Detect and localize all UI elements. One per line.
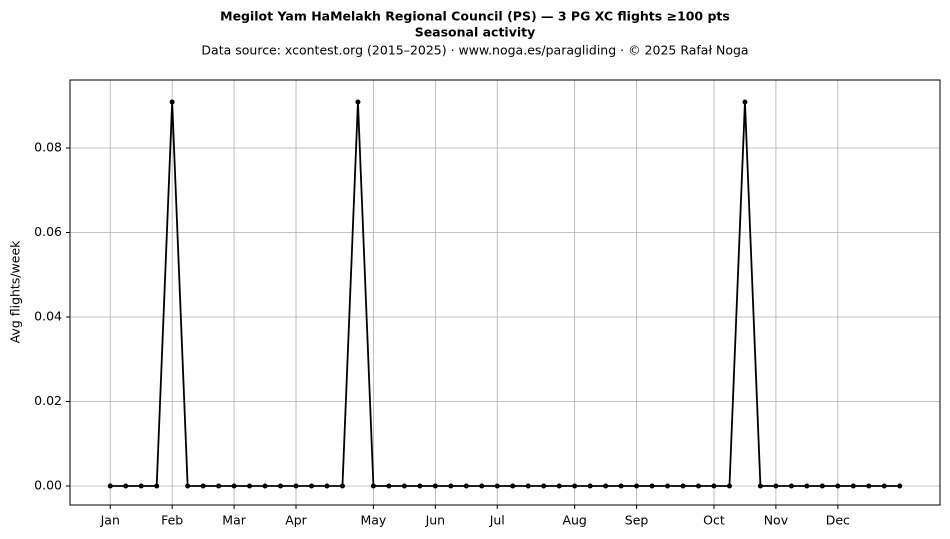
x-tick-label: Sep xyxy=(625,513,649,528)
data-point xyxy=(216,483,222,489)
data-point xyxy=(726,483,732,489)
y-tick-label: 0.08 xyxy=(34,140,62,155)
data-point xyxy=(525,483,531,489)
data-point xyxy=(572,483,578,489)
data-point xyxy=(541,483,547,489)
data-point xyxy=(401,483,407,489)
plot-frame xyxy=(69,79,941,506)
data-point xyxy=(510,483,516,489)
data-point xyxy=(479,483,485,489)
data-point xyxy=(308,483,314,489)
data-point xyxy=(665,483,671,489)
data-point xyxy=(618,483,624,489)
data-point xyxy=(649,483,655,489)
chart-subtitle: Seasonal activity xyxy=(415,25,536,40)
data-point xyxy=(804,483,810,489)
data-point xyxy=(680,483,686,489)
data-point xyxy=(185,483,191,489)
source-note: Data source: xcontest.org (2015–2025) · … xyxy=(201,43,748,58)
data-point xyxy=(169,99,175,105)
data-point xyxy=(819,483,825,489)
data-point xyxy=(696,483,702,489)
data-point xyxy=(231,483,237,489)
data-point xyxy=(432,483,438,489)
data-point xyxy=(370,483,376,489)
data-point xyxy=(293,483,299,489)
data-point xyxy=(634,483,640,489)
x-tick-label: Aug xyxy=(562,513,586,528)
data-point xyxy=(154,483,160,489)
data-point xyxy=(339,483,345,489)
data-point xyxy=(278,483,284,489)
x-tick-label: Nov xyxy=(764,513,789,528)
data-point xyxy=(711,483,717,489)
data-point xyxy=(587,483,593,489)
data-point xyxy=(773,483,779,489)
x-tick-label: Feb xyxy=(161,513,183,528)
data-point xyxy=(463,483,469,489)
data-point xyxy=(850,483,856,489)
x-tick-label: Jun xyxy=(425,513,446,528)
x-tick-label: Jul xyxy=(489,513,505,528)
data-point xyxy=(324,483,330,489)
data-point xyxy=(247,483,253,489)
y-tick-label: 0.02 xyxy=(34,393,62,408)
data-point xyxy=(835,483,841,489)
data-point xyxy=(866,483,872,489)
y-tick-label: 0.00 xyxy=(34,477,62,492)
data-point xyxy=(417,483,423,489)
data-point xyxy=(355,99,361,105)
chart-title: Megilot Yam HaMelakh Regional Council (P… xyxy=(220,9,730,24)
data-point xyxy=(123,483,129,489)
y-tick-label: 0.06 xyxy=(34,224,62,239)
data-point xyxy=(262,483,268,489)
data-point xyxy=(386,483,392,489)
data-line xyxy=(110,101,900,487)
data-point xyxy=(881,483,887,489)
y-axis-label: Avg flights/week xyxy=(8,240,23,344)
y-tick-label: 0.04 xyxy=(34,309,62,324)
data-point xyxy=(603,483,609,489)
data-point xyxy=(757,483,763,489)
x-tick-label: Apr xyxy=(285,513,307,528)
x-tick-label: Dec xyxy=(826,513,850,528)
data-point xyxy=(107,483,113,489)
data-point xyxy=(897,483,903,489)
x-tick-label: Oct xyxy=(703,513,725,528)
data-point xyxy=(788,483,794,489)
data-point xyxy=(448,483,454,489)
x-tick-label: Jan xyxy=(100,513,120,528)
x-tick-label: Mar xyxy=(222,513,246,528)
x-tick-label: May xyxy=(360,513,386,528)
data-point xyxy=(200,483,206,489)
data-point xyxy=(742,99,748,105)
data-point xyxy=(556,483,562,489)
data-point xyxy=(138,483,144,489)
data-point xyxy=(494,483,500,489)
